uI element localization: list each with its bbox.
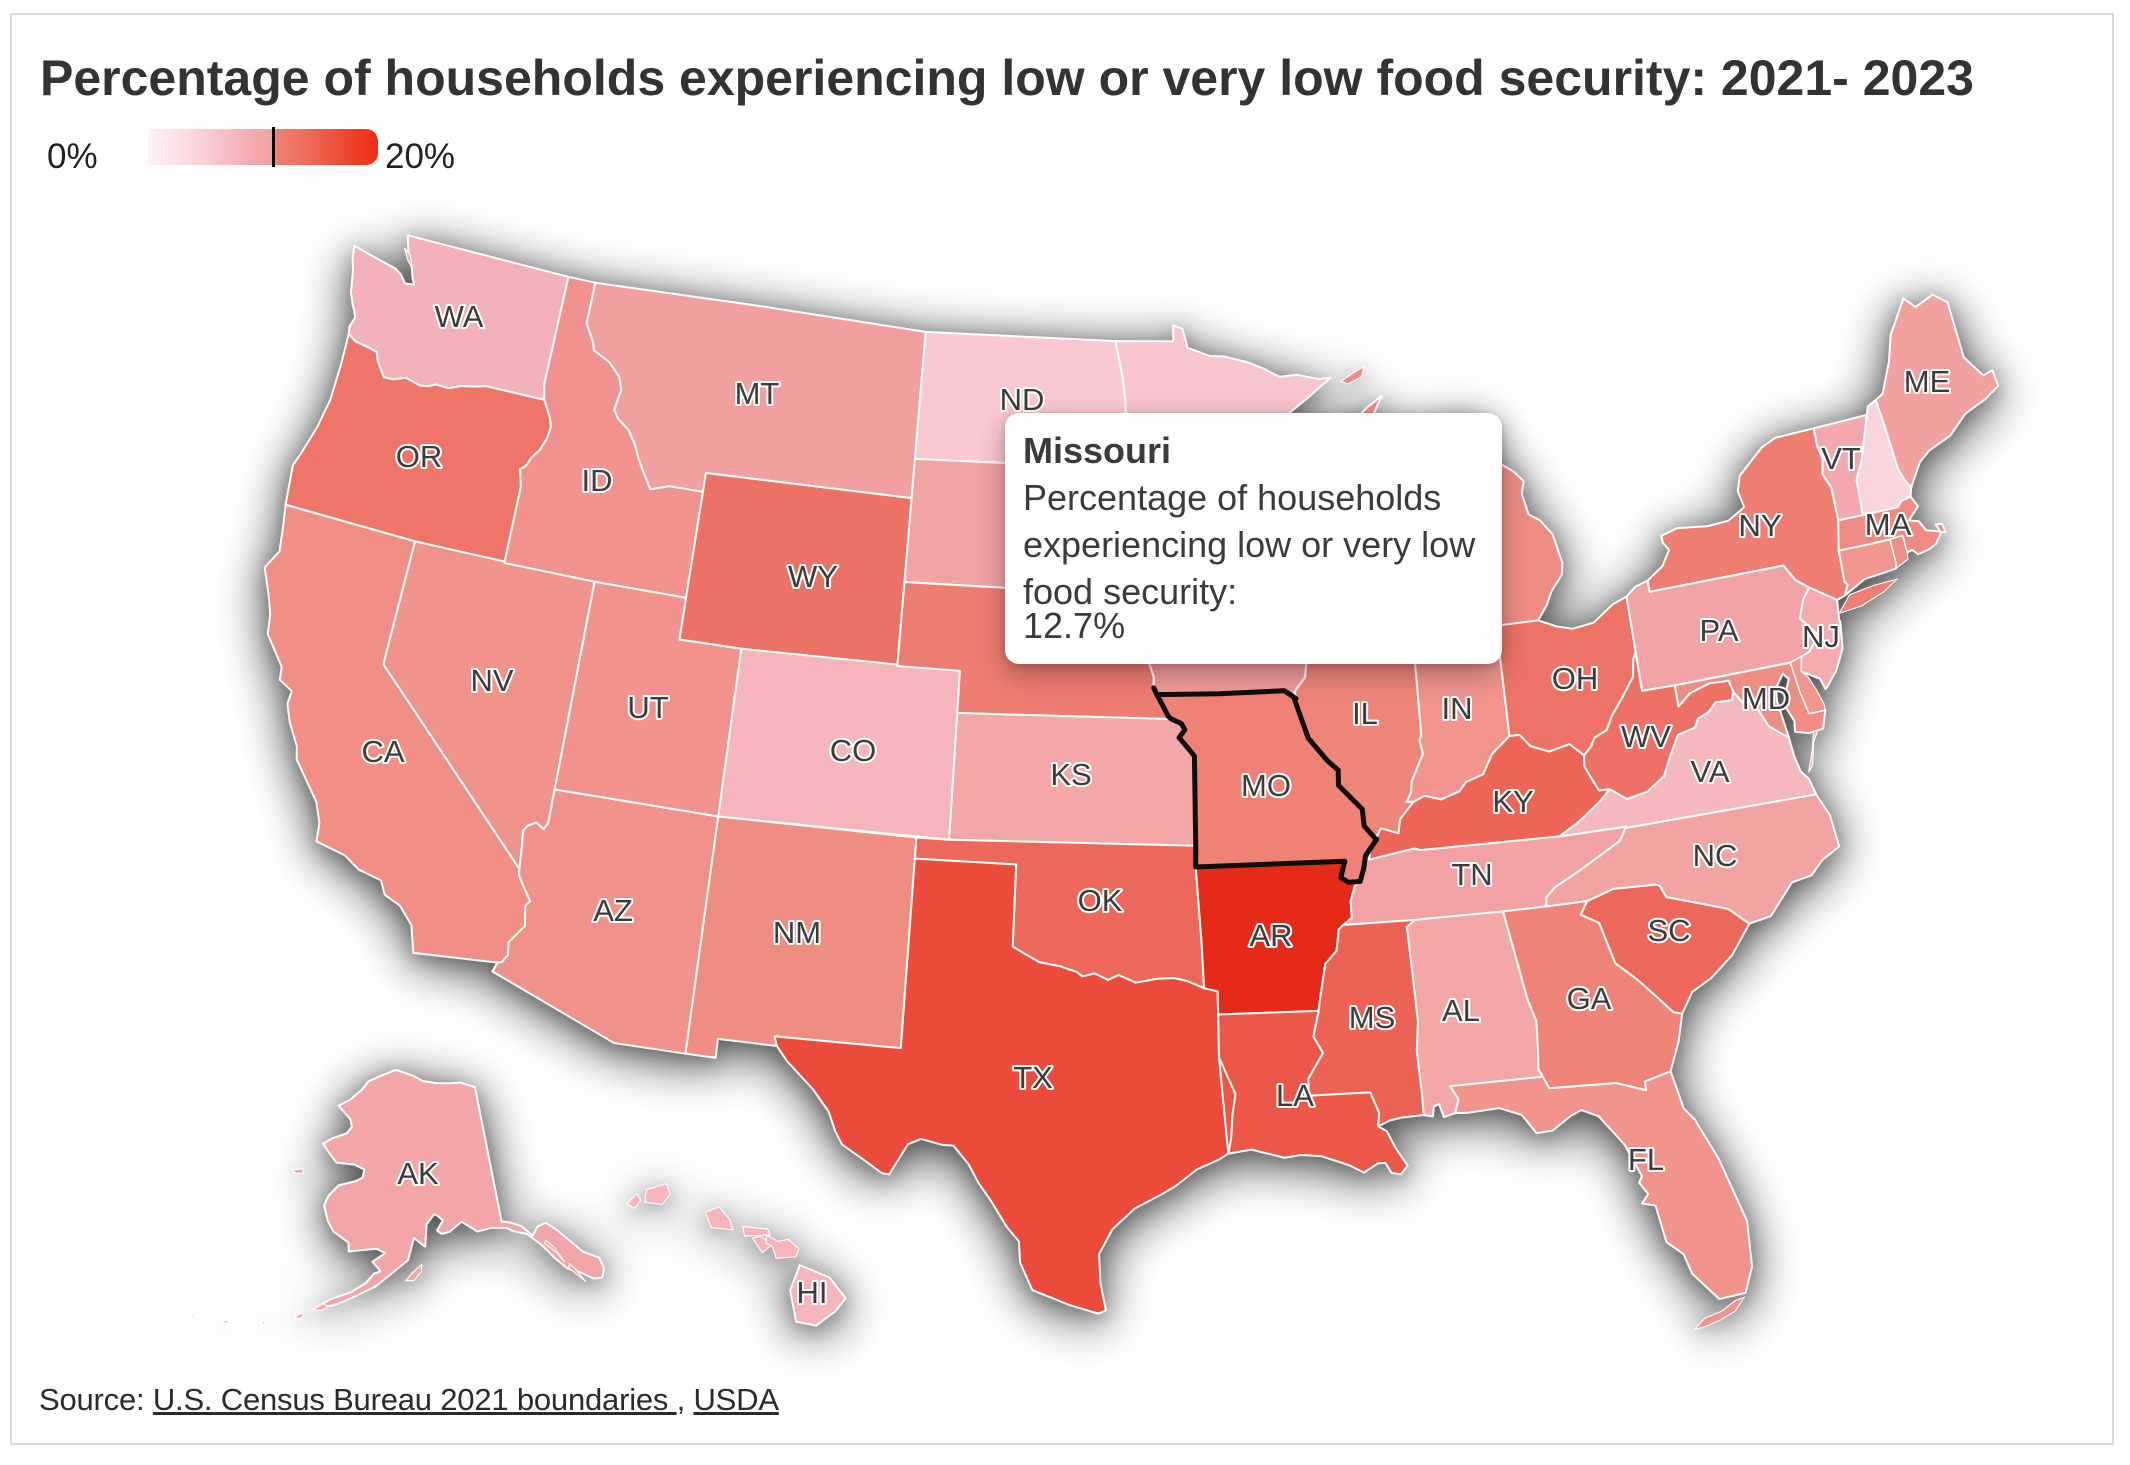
svg-text:FL: FL (1628, 1142, 1664, 1177)
svg-text:NJ: NJ (1802, 619, 1840, 654)
svg-text:VT: VT (1821, 441, 1861, 476)
svg-text:MO: MO (1241, 768, 1291, 803)
svg-text:MD: MD (1742, 681, 1790, 716)
svg-text:KY: KY (1492, 784, 1533, 819)
svg-text:AZ: AZ (593, 893, 633, 928)
svg-text:NY: NY (1738, 508, 1781, 543)
svg-text:CO: CO (830, 733, 877, 768)
svg-text:HI: HI (797, 1275, 828, 1310)
svg-text:WY: WY (788, 559, 838, 594)
svg-text:CA: CA (361, 734, 404, 769)
svg-text:AR: AR (1249, 918, 1292, 953)
svg-text:VA: VA (1690, 754, 1729, 789)
svg-text:PA: PA (1699, 613, 1738, 648)
svg-text:MS: MS (1349, 1000, 1396, 1035)
svg-text:TX: TX (1013, 1060, 1053, 1095)
svg-text:NC: NC (1693, 838, 1738, 873)
svg-text:AK: AK (397, 1156, 439, 1191)
svg-text:MT: MT (735, 376, 780, 411)
svg-text:UT: UT (627, 690, 668, 725)
svg-text:NV: NV (470, 663, 513, 698)
svg-text:LA: LA (1276, 1078, 1314, 1113)
svg-text:KS: KS (1050, 757, 1091, 792)
svg-text:IN: IN (1442, 691, 1473, 726)
svg-text:NM: NM (773, 915, 821, 950)
svg-text:OR: OR (396, 439, 443, 474)
svg-text:MA: MA (1865, 507, 1912, 542)
svg-text:OK: OK (1078, 883, 1123, 918)
svg-text:ID: ID (582, 463, 613, 498)
svg-text:WV: WV (1621, 719, 1671, 754)
svg-text:GA: GA (1567, 981, 1612, 1016)
svg-text:WA: WA (435, 299, 484, 334)
svg-text:ND: ND (1000, 382, 1045, 417)
svg-text:IL: IL (1352, 696, 1378, 731)
svg-text:OH: OH (1552, 661, 1599, 696)
svg-text:AL: AL (1442, 993, 1480, 1028)
svg-text:ME: ME (1904, 364, 1951, 399)
svg-text:SC: SC (1647, 913, 1690, 948)
svg-text:TN: TN (1451, 857, 1492, 892)
